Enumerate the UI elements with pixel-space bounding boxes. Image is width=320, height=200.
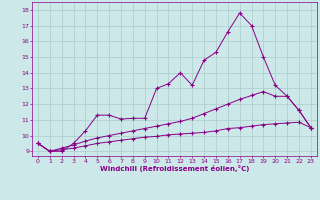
- X-axis label: Windchill (Refroidissement éolien,°C): Windchill (Refroidissement éolien,°C): [100, 165, 249, 172]
